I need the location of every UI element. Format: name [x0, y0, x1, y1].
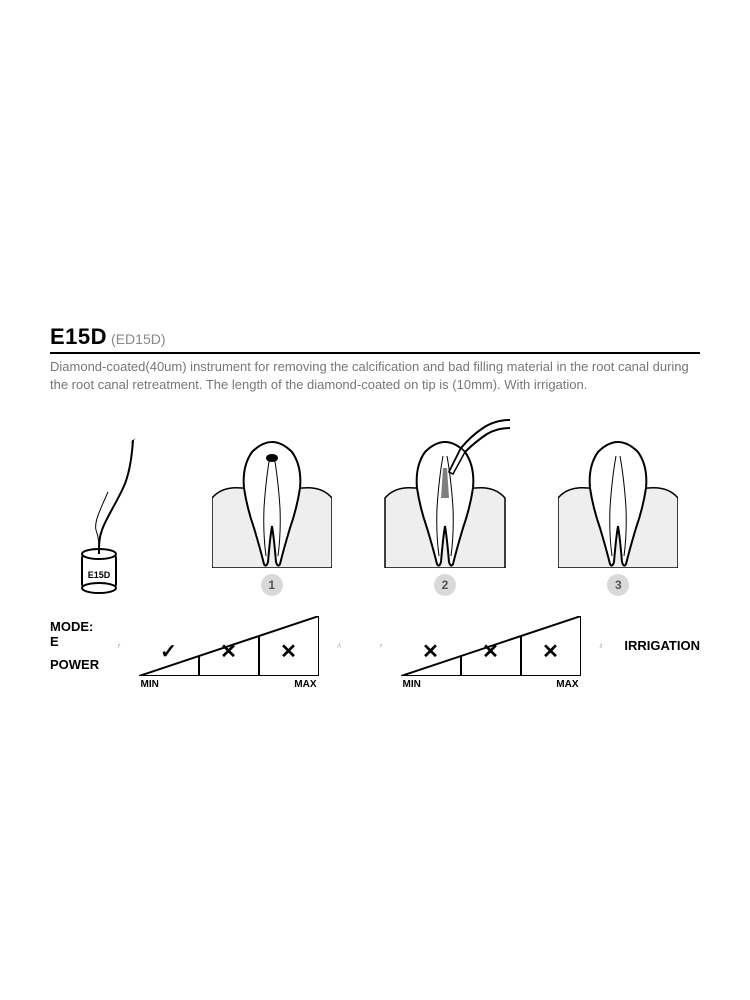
- irrigation-min: MIN: [403, 679, 421, 690]
- tooth-step-2: 2: [375, 418, 515, 596]
- irrigation-wedge-group: ✕ ✕ ✕ MIN MAX: [401, 616, 581, 676]
- power-cell-3: ✕: [259, 616, 319, 676]
- irrigation-minmax: MIN MAX: [401, 679, 581, 690]
- power-cells: ✓ ✕ ✕: [139, 616, 319, 676]
- tooth-3-svg: [558, 438, 678, 568]
- settings-labels: MODE: E POWER: [50, 619, 99, 672]
- instrument-label: E15D: [88, 570, 111, 580]
- power-cell-2: ✕: [199, 616, 259, 676]
- power-cell-1: ✓: [139, 616, 199, 676]
- power-minmax: MIN MAX: [139, 679, 319, 690]
- mode-label: MODE: E: [50, 619, 99, 649]
- tooth-2-svg: [375, 418, 515, 568]
- tip-icon-drops: [599, 624, 603, 668]
- irrigation-cell-2: ✕: [461, 616, 521, 676]
- teeth-steps: 1: [190, 418, 700, 596]
- tooth-step-3: 3: [558, 438, 678, 596]
- instrument-drawing: E15D: [50, 426, 160, 596]
- tip-icon-waves: [337, 624, 341, 668]
- irrigation-wedge: ✕ ✕ ✕ MIN MAX: [401, 616, 581, 676]
- description-text: Diamond-coated(40um) instrument for remo…: [50, 358, 700, 393]
- power-label: POWER: [50, 657, 99, 672]
- step-badge-1: 1: [261, 574, 283, 596]
- power-wedge: ✓ ✕ ✕ MIN MAX: [139, 616, 319, 676]
- irrigation-cells: ✕ ✕ ✕: [401, 616, 581, 676]
- step-badge-3: 3: [607, 574, 629, 596]
- power-wedge-group: ✓ ✕ ✕ MIN MAX: [139, 616, 319, 676]
- irrigation-label: IRRIGATION: [624, 638, 700, 653]
- irrigation-cell-3: ✕: [521, 616, 581, 676]
- page: E15D (ED15D) Diamond-coated(40um) instru…: [0, 0, 750, 1000]
- tip-icon-drop: [379, 624, 382, 668]
- instrument-svg: E15D: [50, 426, 160, 596]
- step-badge-2: 2: [434, 574, 456, 596]
- tip-icon-vibration: [117, 624, 120, 668]
- settings-row: MODE: E POWER ✓: [50, 616, 700, 676]
- irrigation-cell-1: ✕: [401, 616, 461, 676]
- illustration-row: E15D 1: [50, 418, 700, 596]
- irrigation-max: MAX: [556, 679, 578, 690]
- model-title: E15D: [50, 324, 107, 350]
- content: E15D (ED15D) Diamond-coated(40um) instru…: [50, 324, 700, 675]
- tooth-step-1: 1: [212, 438, 332, 596]
- model-subtitle: (ED15D): [111, 331, 165, 347]
- title-row: E15D (ED15D): [50, 324, 700, 354]
- power-max: MAX: [294, 679, 316, 690]
- power-min: MIN: [141, 679, 159, 690]
- tooth-1-svg: [212, 438, 332, 568]
